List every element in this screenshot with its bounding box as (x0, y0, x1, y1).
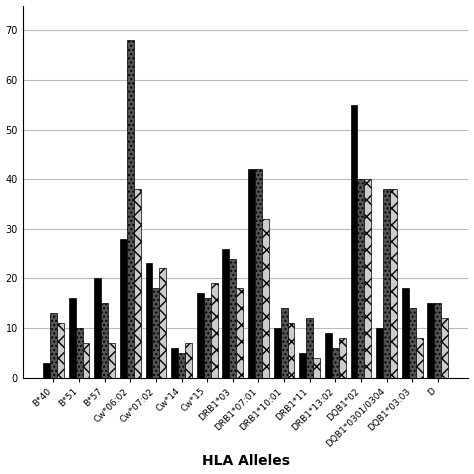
Bar (222, 248, 229, 378)
Bar (153, 288, 159, 378)
Bar (365, 179, 371, 378)
Bar (185, 343, 192, 378)
Bar (204, 298, 210, 378)
Bar (108, 343, 115, 378)
Bar (171, 348, 178, 378)
Bar (210, 283, 218, 378)
Bar (390, 189, 397, 378)
Bar (229, 258, 236, 378)
Bar (351, 105, 357, 378)
Bar (101, 303, 108, 378)
Bar (236, 288, 243, 378)
Bar (69, 298, 75, 378)
Bar (82, 343, 90, 378)
Bar (248, 169, 255, 378)
Bar (409, 308, 416, 378)
Bar (416, 338, 422, 378)
Bar (428, 303, 434, 378)
Bar (273, 328, 281, 378)
Bar (94, 278, 101, 378)
Bar (50, 313, 57, 378)
Bar (255, 169, 262, 378)
Bar (127, 40, 134, 378)
Bar (57, 323, 64, 378)
Bar (159, 268, 166, 378)
Bar (434, 303, 441, 378)
Bar (325, 333, 332, 378)
Bar (197, 293, 204, 378)
Bar (120, 239, 127, 378)
Bar (75, 328, 82, 378)
Bar (339, 338, 346, 378)
Bar (299, 353, 306, 378)
Bar (146, 264, 153, 378)
Bar (288, 323, 294, 378)
Bar (332, 348, 339, 378)
Bar (376, 328, 383, 378)
Bar (262, 219, 269, 378)
Bar (134, 189, 141, 378)
Bar (43, 363, 50, 378)
Bar (281, 308, 288, 378)
Bar (441, 318, 448, 378)
X-axis label: HLA Alleles: HLA Alleles (201, 455, 290, 468)
Bar (402, 288, 409, 378)
Bar (383, 189, 390, 378)
Bar (306, 318, 313, 378)
Bar (357, 179, 365, 378)
Bar (178, 353, 185, 378)
Bar (313, 358, 320, 378)
